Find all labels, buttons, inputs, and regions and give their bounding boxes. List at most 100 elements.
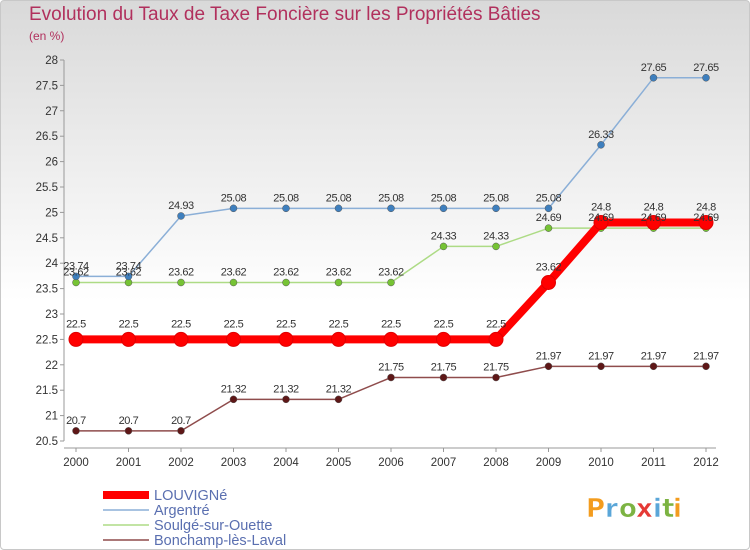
data-label: 24.69 [693,212,719,224]
logo-letter: r [605,494,618,524]
y-tick-label: 26.5 [36,131,58,143]
data-label: 25.08 [483,192,509,204]
y-tick-label: 21.5 [36,385,58,397]
data-label: 27.65 [641,62,667,74]
data-point [649,74,658,82]
data-point [387,204,395,213]
legend-label: Argentré [154,503,210,519]
y-tick-label: 21 [45,411,58,423]
x-tick-label: 2009 [536,457,562,469]
x-tick-label: 2003 [221,457,247,469]
legend: LOUVIGNéArgentréSoulgé-sur-OuetteBoncham… [103,488,286,549]
logo-letter: o [619,494,637,524]
y-tick-label: 22.5 [36,334,58,346]
data-point [282,395,290,404]
logo-letter: P [586,494,605,524]
data-label: 20.7 [119,415,139,427]
x-tick-label: 2001 [116,457,142,469]
y-tick-label: 28 [45,55,58,67]
data-point [229,278,238,287]
data-label: 24.8 [696,202,716,214]
data-point [124,272,133,281]
y-tick-label: 27.5 [36,80,58,92]
data-label: 23.62 [326,267,352,279]
data-label: 21.97 [536,350,562,362]
data-point [72,427,80,435]
data-label: 21.97 [641,350,667,362]
x-tick-label: 2008 [483,457,509,469]
data-label: 24.33 [483,230,509,242]
x-tick-label: 2006 [378,457,404,469]
legend-label: LOUVIGNé [154,488,227,504]
data-label: 23.62 [536,262,562,274]
data-label: 23.62 [221,267,247,279]
data-point [593,215,609,231]
data-point [229,395,238,404]
data-label: 23.62 [378,267,404,279]
data-label: 21.97 [588,350,614,362]
data-label: 21.75 [378,362,404,374]
data-point [702,362,710,371]
data-label: 21.32 [221,383,247,395]
data-point [173,331,189,347]
legend-label: Soulgé-sur-Ouette [154,518,272,534]
data-point [439,242,448,251]
y-tick-label: 26 [45,157,58,169]
data-point [544,204,553,213]
data-point [387,278,395,287]
series-LOUVIGNé [68,215,714,347]
logo-letter: t [662,494,674,524]
logo-letter: i [653,494,662,524]
data-point [646,215,661,231]
data-point [282,278,290,287]
data-label: 22.5 [434,318,454,330]
data-point [121,331,136,347]
data-label: 27.65 [693,62,719,74]
series-Argentré [72,74,710,281]
data-label: 21.32 [273,383,299,395]
data-point [541,275,556,291]
x-tick-label: 2002 [168,457,194,469]
data-label: 22.5 [224,318,244,330]
data-label: 24.93 [168,200,194,212]
data-label: 20.7 [66,415,86,427]
x-tick-label: 2004 [273,457,299,469]
data-point [334,278,343,287]
data-label: 24.69 [588,212,614,224]
data-label: 25.08 [273,192,299,204]
data-point [331,331,346,347]
logo-letter: i [673,494,682,524]
data-label: 22.5 [66,318,86,330]
data-point [282,204,290,213]
y-tick-label: 27 [45,106,58,118]
data-label: 23.74 [116,260,142,272]
data-point [492,242,500,251]
data-label: 21.75 [483,362,509,374]
data-label: 21.97 [693,350,719,362]
data-label: 23.62 [168,267,194,279]
data-label: 22.5 [119,318,139,330]
data-point [439,373,448,382]
data-label: 21.32 [326,383,352,395]
data-point [492,373,500,382]
y-tick-label: 24.5 [36,233,58,245]
data-label: 24.8 [644,202,664,214]
data-label: 25.08 [431,192,457,204]
x-tick-label: 2000 [63,457,89,469]
logo-letter: x [636,494,653,524]
data-label: 24.69 [641,212,667,224]
y-tick-label: 20.5 [36,436,58,448]
data-label: 22.5 [276,318,296,330]
data-label: 25.08 [326,192,352,204]
data-point [334,204,343,213]
y-tick-label: 22 [45,360,58,372]
series-line [75,77,707,278]
data-label: 21.75 [431,362,457,374]
chart-title: Evolution du Taux de Taxe Foncière sur l… [29,4,541,25]
data-point [597,141,605,149]
data-point [649,362,658,371]
data-point [387,373,395,382]
data-label: 20.7 [171,415,191,427]
